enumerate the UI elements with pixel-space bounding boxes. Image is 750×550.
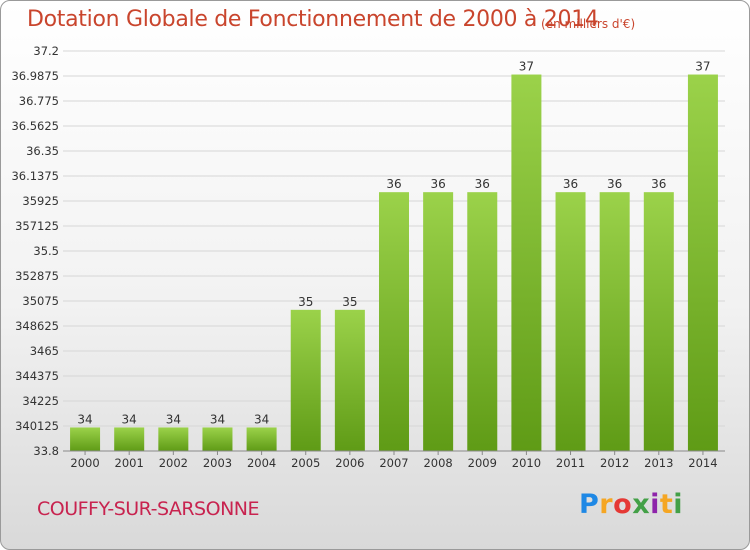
data-label-2002: 34 xyxy=(166,412,181,426)
bar-2010 xyxy=(511,74,542,451)
y-tick-label: 37.2 xyxy=(33,44,59,58)
y-tick-label: 36.35 xyxy=(26,144,59,158)
bar-2007 xyxy=(379,192,409,452)
bar-2013 xyxy=(643,192,674,452)
x-tick-label-2010: 2010 xyxy=(512,456,541,470)
y-tick-label: 344375 xyxy=(15,369,59,383)
bar-2012 xyxy=(599,192,630,452)
y-tick-label: 33.8 xyxy=(33,444,59,458)
data-label-2012: 36 xyxy=(607,177,622,191)
x-tick-label-2008: 2008 xyxy=(423,456,452,470)
bar-2003 xyxy=(202,427,233,451)
data-label-2011: 36 xyxy=(563,177,578,191)
chart-title: Dotation Globale de Fonctionnement de 20… xyxy=(27,7,599,32)
data-label-2010: 37 xyxy=(519,60,534,74)
data-label-2008: 36 xyxy=(430,177,445,191)
y-tick-label: 35075 xyxy=(22,294,59,308)
bar-2005 xyxy=(290,309,321,451)
x-tick-label-2013: 2013 xyxy=(644,456,673,470)
y-tick-label: 35925 xyxy=(22,194,59,208)
y-tick-label: 36.775 xyxy=(19,94,59,108)
x-tick-label-2001: 2001 xyxy=(115,456,144,470)
y-tick-label: 36.5625 xyxy=(11,119,59,133)
data-label-2003: 34 xyxy=(210,412,225,426)
x-tick-label-2002: 2002 xyxy=(159,456,188,470)
x-tick-label-2009: 2009 xyxy=(468,456,497,470)
proxiti-logo: Proxiti xyxy=(579,489,684,520)
data-label-2000: 34 xyxy=(77,412,92,426)
bar-2006 xyxy=(334,309,365,451)
x-tick-label-2000: 2000 xyxy=(70,456,99,470)
x-tick-label-2004: 2004 xyxy=(247,456,276,470)
bar-2001 xyxy=(114,427,145,451)
y-tick-label: 34225 xyxy=(22,394,59,408)
y-tick-label: 3465 xyxy=(30,344,59,358)
bar-2002 xyxy=(158,427,189,451)
commune-name: COUFFY-SUR-SARSONNE xyxy=(37,498,260,520)
x-tick-label-2014: 2014 xyxy=(688,456,717,470)
data-label-2006: 35 xyxy=(342,295,357,309)
y-tick-label: 352875 xyxy=(15,269,59,283)
bar-2011 xyxy=(555,192,586,452)
bar-2014 xyxy=(687,74,718,451)
bar-2009 xyxy=(467,192,498,452)
data-label-2013: 36 xyxy=(651,177,666,191)
x-tick-label-2007: 2007 xyxy=(379,456,408,470)
y-tick-label: 36.1375 xyxy=(11,169,59,183)
x-tick-label-2012: 2012 xyxy=(600,456,629,470)
data-label-2007: 36 xyxy=(386,177,401,191)
data-label-2001: 34 xyxy=(122,412,137,426)
data-label-2004: 34 xyxy=(254,412,269,426)
x-tick-label-2011: 2011 xyxy=(556,456,585,470)
bar-2000 xyxy=(70,427,101,451)
x-tick-label-2005: 2005 xyxy=(291,456,320,470)
data-label-2009: 36 xyxy=(475,177,490,191)
y-tick-label: 35.5 xyxy=(33,244,59,258)
y-tick-label: 348625 xyxy=(15,319,59,333)
y-tick-label: 340125 xyxy=(15,419,59,433)
data-label-2005: 35 xyxy=(298,295,313,309)
bar-2004 xyxy=(246,427,277,451)
y-tick-label: 357125 xyxy=(15,219,59,233)
y-tick-label: 36.9875 xyxy=(11,69,59,83)
chart-unit-note: (en milliers d'€) xyxy=(541,17,636,31)
bar-2008 xyxy=(423,192,454,452)
x-tick-label-2003: 2003 xyxy=(203,456,232,470)
data-label-2014: 37 xyxy=(695,60,710,74)
x-tick-label-2006: 2006 xyxy=(335,456,364,470)
